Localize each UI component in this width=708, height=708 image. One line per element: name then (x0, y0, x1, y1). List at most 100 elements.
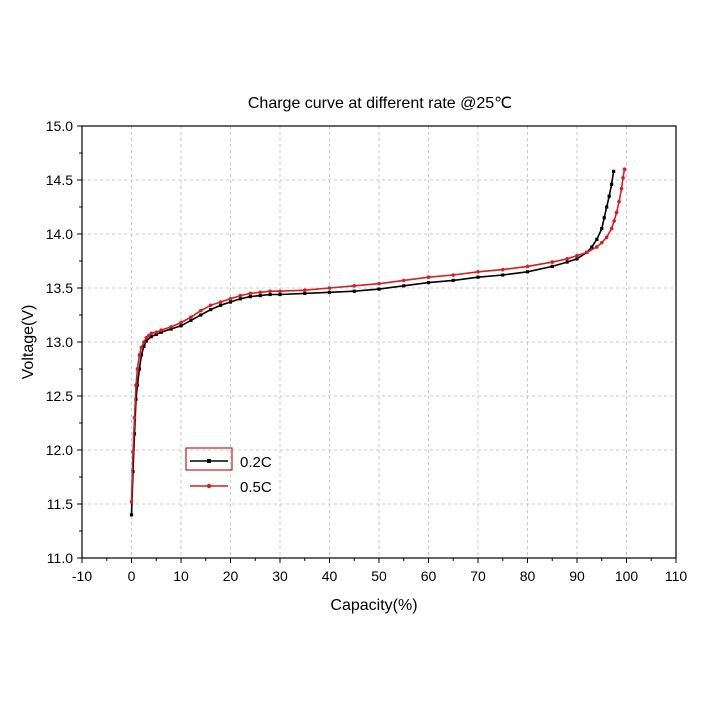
data-point-0.2C (476, 275, 480, 279)
data-point-0.5C (137, 353, 142, 357)
y-tick-label: 11.0 (47, 550, 73, 566)
data-point-0.5C (599, 240, 604, 245)
data-point-0.2C (154, 332, 158, 337)
data-point-0.5C (575, 253, 579, 258)
y-tick-label: 13.0 (46, 334, 73, 350)
data-point-0.2C (402, 284, 406, 288)
data-point-0.5C (609, 226, 614, 231)
data-point-0.2C (612, 169, 616, 173)
data-point-0.5C (139, 345, 144, 350)
data-point-0.2C (565, 260, 569, 264)
legend-marker-0.5C (206, 483, 212, 489)
data-point-0.2C (248, 295, 252, 299)
series (129, 167, 627, 517)
x-tick-label: 30 (272, 568, 288, 584)
data-point-0.2C (610, 182, 614, 186)
x-tick-label: -10 (72, 568, 92, 584)
data-point-0.5C (132, 415, 137, 420)
data-point-0.5C (258, 290, 263, 295)
data-point-0.2C (607, 194, 611, 198)
x-tick-label: 90 (569, 568, 585, 584)
data-point-0.5C (169, 325, 173, 329)
data-point-0.2C (209, 308, 213, 312)
x-tick-label: 50 (371, 568, 387, 584)
data-point-0.2C (605, 205, 609, 209)
data-point-0.5C (614, 210, 619, 215)
x-tick-label: 10 (173, 568, 189, 584)
data-point-0.2C (575, 257, 579, 261)
data-point-0.5C (500, 267, 505, 272)
data-point-0.2C (590, 245, 594, 249)
data-point-0.2C (525, 270, 530, 274)
grid (82, 126, 676, 558)
y-tick-label: 14.5 (46, 172, 73, 188)
data-point-0.2C (149, 335, 153, 339)
data-point-0.2C (602, 216, 606, 220)
legend-label-0.2C: 0.2C (240, 454, 272, 471)
data-point-0.5C (565, 257, 569, 261)
data-point-0.5C (612, 219, 616, 223)
legend-marker-0.2C (207, 459, 211, 463)
data-point-0.5C (426, 275, 431, 280)
data-point-0.5C (585, 250, 589, 255)
x-tick-label: 0 (128, 568, 136, 584)
legend-box-outline (185, 447, 233, 471)
y-tick-label: 12.0 (46, 442, 73, 458)
data-point-0.5C (154, 330, 159, 335)
series-line-0.2C (130, 171, 615, 515)
data-point-0.2C (159, 330, 163, 334)
chart-title: Charge curve at different rate @25℃ (248, 95, 512, 112)
data-point-0.5C (208, 303, 213, 308)
data-point-0.5C (248, 291, 253, 296)
data-point-0.5C (622, 167, 627, 171)
x-axis-title: Capacity(%) (330, 597, 417, 614)
x-tick-label: 20 (223, 568, 239, 584)
data-point-0.5C (268, 289, 272, 294)
data-point-0.2C (327, 290, 332, 294)
data-point-0.5C (149, 331, 154, 336)
data-point-0.5C (621, 176, 625, 180)
y-axis-title: Voltage(V) (20, 305, 37, 380)
x-tick-label: 80 (520, 568, 536, 584)
data-point-0.5C (142, 340, 146, 344)
data-point-0.5C (134, 383, 138, 388)
data-point-0.5C (619, 186, 624, 191)
series-line-0.5C (130, 169, 626, 502)
y-tick-label: 13.5 (46, 280, 73, 296)
data-point-0.5C (199, 308, 203, 313)
data-point-0.5C (159, 328, 163, 332)
data-point-0.5C (476, 270, 480, 274)
y-tick-label: 14.0 (46, 226, 73, 242)
data-point-0.5C (131, 450, 135, 454)
data-point-0.5C (144, 335, 149, 340)
data-point-0.2C (600, 227, 604, 231)
x-tick-label: 40 (322, 568, 338, 584)
y-tick-label: 11.5 (47, 496, 73, 512)
data-point-0.5C (617, 199, 621, 204)
data-point-0.5C (147, 333, 151, 338)
data-point-0.2C (377, 287, 381, 291)
data-point-0.5C (327, 286, 332, 290)
data-point-0.5C (129, 500, 134, 504)
data-point-0.2C (137, 367, 142, 371)
legend: 0.2C 0.5C (185, 447, 272, 496)
data-point-0.2C (238, 297, 242, 301)
data-point-0.2C (268, 292, 272, 297)
data-point-0.2C (595, 237, 599, 241)
data-point-0.5C (451, 273, 456, 277)
data-point-0.2C (219, 303, 223, 307)
data-point-0.5C (228, 297, 233, 301)
data-point-0.2C (139, 353, 143, 357)
data-point-0.2C (129, 513, 134, 517)
data-point-0.2C (179, 324, 183, 328)
axis-ticks: -10 0 10 20 30 40 50 60 70 80 90 100 110 11.0 11.5 12.0… (46, 118, 688, 584)
x-tick-label: 70 (470, 568, 486, 584)
x-tick-label: 110 (665, 568, 688, 584)
data-point-0.5C (352, 284, 357, 288)
data-point-0.2C (144, 339, 148, 343)
data-point-0.2C (303, 291, 307, 295)
data-point-0.5C (525, 264, 530, 269)
data-point-0.5C (604, 235, 609, 240)
x-tick-label: 60 (421, 568, 437, 584)
